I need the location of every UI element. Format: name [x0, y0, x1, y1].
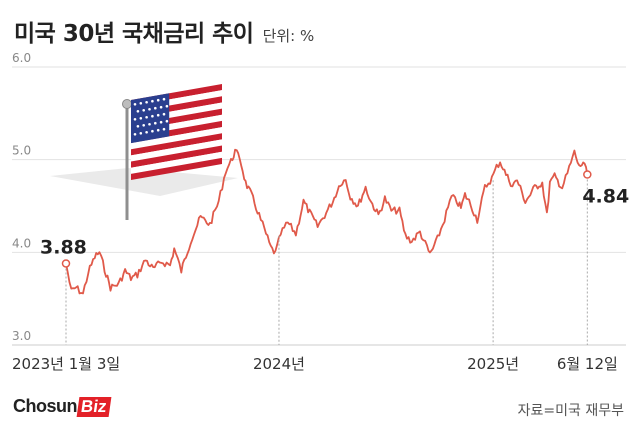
flag-star: [133, 102, 137, 106]
flag-canton: [131, 93, 170, 144]
grid: 3.0 4.0 5.0 6.0: [12, 51, 626, 346]
flag-star: [165, 119, 169, 123]
flag-pole-knob: [122, 99, 132, 109]
flag-star: [139, 101, 143, 105]
flag-star: [162, 97, 166, 101]
x-axis-labels: 2023년 1월 3일 2024년 2025년 6월 12일: [12, 355, 618, 373]
chart-header: 미국 30년 국채금리 추이 단위: %: [14, 14, 314, 48]
flag-star: [136, 124, 140, 128]
y-tick-label: 3.0: [12, 329, 31, 343]
x-tick-label: 2024년: [253, 355, 305, 373]
flag-stripe: [131, 127, 222, 150]
data-label: 3.88: [40, 236, 87, 258]
annotation-marker: [583, 170, 592, 179]
y-tick-label: 5.0: [12, 144, 31, 158]
us-flag-icon: [50, 84, 238, 220]
flag-star: [145, 100, 148, 104]
annotation-marker: [61, 259, 71, 268]
flag-star: [162, 112, 166, 116]
flag-star: [142, 108, 145, 112]
flag-star: [159, 105, 163, 109]
flag-star: [154, 121, 157, 125]
series-line: [65, 148, 589, 295]
x-tick-label: 2023년 1월 3일: [12, 355, 120, 373]
series-layer: [65, 148, 589, 295]
flag-star: [162, 127, 166, 131]
flag-star: [156, 113, 160, 117]
flag-stripe: [131, 151, 222, 174]
flag-star: [133, 117, 137, 121]
flag-star: [151, 129, 154, 133]
x-tick-label: 2025년: [467, 355, 519, 373]
flag-star: [145, 130, 148, 134]
flag-star: [148, 107, 151, 111]
flag-star: [156, 128, 160, 132]
unit-label: 단위: %: [262, 27, 315, 45]
chosunbiz-logo: Chosun Biz: [13, 396, 111, 417]
logo-text-box: Biz: [76, 397, 111, 417]
logo-text-main: Chosun: [13, 396, 78, 416]
flag-stripe: [131, 157, 222, 180]
flag-star: [139, 131, 143, 135]
flag-star: [145, 115, 148, 119]
flag-stripe: [131, 139, 222, 162]
flag-shadow: [50, 168, 238, 196]
flag-stripe: [131, 133, 222, 156]
flag-star: [148, 122, 151, 126]
flag-star: [136, 109, 140, 113]
x-tick-label: 6월 12일: [557, 355, 618, 373]
flag-star: [154, 106, 157, 110]
flag-star: [151, 114, 154, 118]
flag-star: [133, 132, 137, 136]
flag-star: [151, 99, 154, 103]
annotation-layer: 3.88 4.84: [40, 170, 629, 345]
flag-star: [165, 104, 169, 108]
y-tick-label: 4.0: [12, 236, 31, 250]
source-label: 자료=미국 재무부: [517, 403, 624, 419]
chart-title: 미국 30년 국채금리 추이: [14, 21, 254, 47]
data-label: 4.84: [582, 185, 629, 207]
flag-star: [139, 116, 143, 120]
flag-stripe: [131, 145, 222, 168]
flag-star: [159, 120, 163, 124]
flag-star: [156, 98, 160, 102]
flag-star: [142, 123, 145, 127]
y-tick-label: 6.0: [12, 51, 31, 65]
